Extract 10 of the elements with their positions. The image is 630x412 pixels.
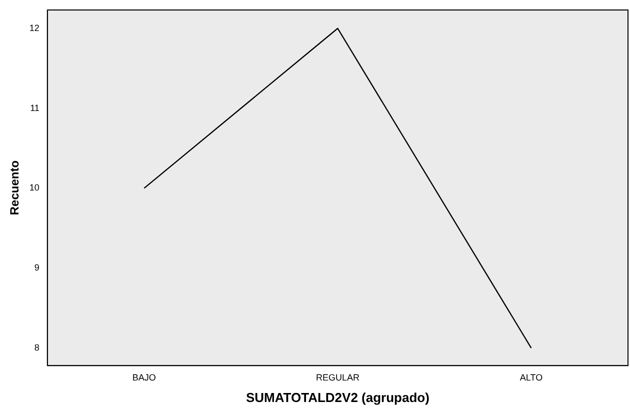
y-axis-title: Recuento: [8, 160, 22, 216]
y-tick-label: 10: [29, 182, 40, 193]
x-axis-title: SUMATOTALD2V2 (agrupado): [246, 390, 430, 405]
x-tick-label: BAJO: [132, 372, 156, 382]
x-tick-label: REGULAR: [316, 372, 360, 382]
x-tick-label: ALTO: [520, 372, 543, 382]
y-tick-label: 9: [34, 262, 40, 273]
y-tick-label: 11: [30, 102, 40, 113]
y-tick-label: 8: [34, 342, 40, 353]
y-tick-label: 12: [29, 22, 40, 33]
